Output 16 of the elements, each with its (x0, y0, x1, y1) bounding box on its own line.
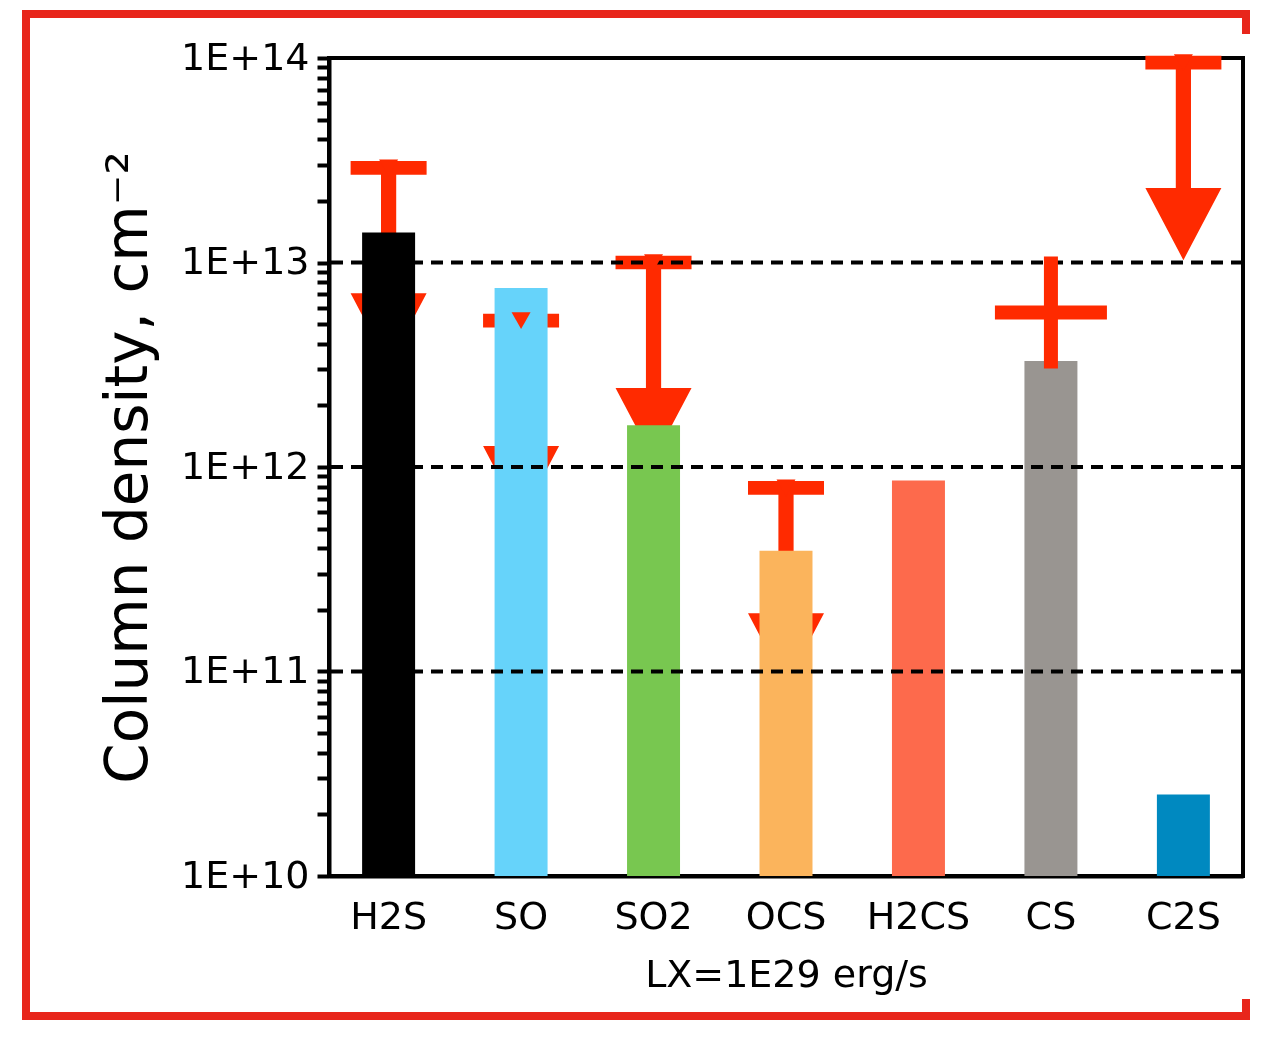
x-axis-title: LX=1E29 erg/s (645, 951, 928, 996)
point (511, 312, 531, 329)
y-tick-label: 1E+14 (181, 34, 310, 79)
x-tick-label: H2CS (866, 893, 971, 938)
x-tick-label: H2S (350, 893, 428, 938)
y-tick-label: 1E+10 (181, 852, 310, 897)
y-tick-label: 1E+11 (181, 648, 310, 692)
x-tick-label: CS (1025, 893, 1077, 938)
y-tick-label: 1E+12 (181, 443, 310, 488)
x-tick-label: OCS (745, 893, 827, 938)
x-tick-label: C2S (1145, 893, 1221, 938)
x-tick-label: SO2 (614, 893, 693, 938)
point (994, 256, 1107, 369)
y-tick-label: 1E+13 (181, 239, 310, 283)
x-tick-label: SO (494, 893, 549, 938)
y-axis-title: Column density, cm⁻² (93, 151, 162, 784)
